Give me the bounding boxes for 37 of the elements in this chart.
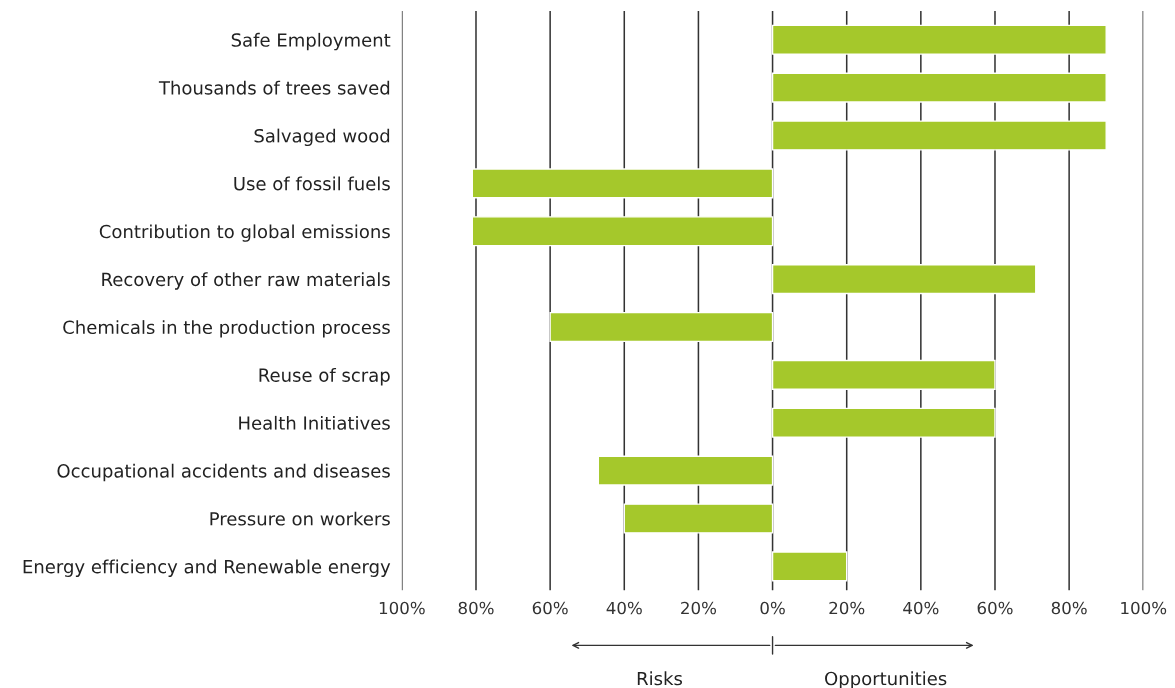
y-tick-label: Safe Employment [231, 32, 391, 51]
bar [771, 264, 1037, 295]
bar [771, 359, 996, 390]
y-tick-label: Occupational accidents and diseases [57, 463, 390, 482]
bar [771, 24, 1107, 55]
y-tick-label: Energy efficiency and Renewable energy [23, 559, 391, 577]
y-tick-label: Chemicals in the production process [63, 320, 390, 338]
x-tick-label: 60% [977, 601, 1013, 615]
text: Risks [637, 671, 683, 686]
x-tick-label: 0% [760, 601, 785, 615]
y-tick-label: Health Initiatives [239, 415, 390, 430]
x-tick-label: 80% [1051, 601, 1087, 615]
x-tick-label: 20% [681, 601, 717, 615]
y-tick-label: Pressure on workers [210, 511, 390, 526]
y-tick-label: Reuse of scrap [259, 368, 390, 386]
y-tick-label: Thousands of trees saved [158, 80, 390, 95]
bar [771, 120, 1107, 151]
x-tick-label: 60% [532, 601, 568, 615]
bar [471, 168, 774, 199]
x-tick-label: 40% [606, 601, 642, 615]
y-tick-label: Salvaged wood [254, 128, 390, 147]
x-tick-label: 80% [458, 601, 494, 615]
bar [771, 72, 1107, 103]
bar [623, 503, 774, 534]
text: Opportunities [825, 671, 947, 688]
x-tick-label: 20% [829, 601, 865, 615]
bar [549, 311, 774, 343]
bar [771, 551, 848, 582]
bar [771, 407, 996, 438]
x-tick-label: 40% [903, 601, 939, 615]
y-tick-label: Contribution to global emissions [99, 224, 390, 242]
bar [471, 216, 774, 247]
y-tick-label: Use of fossil fuels [234, 176, 390, 191]
bar [597, 455, 774, 486]
y-tick-label: Recovery of other raw materials [102, 272, 390, 290]
x-tick-label: 100% [1121, 601, 1167, 615]
x-tick-label: 100% [379, 601, 425, 615]
